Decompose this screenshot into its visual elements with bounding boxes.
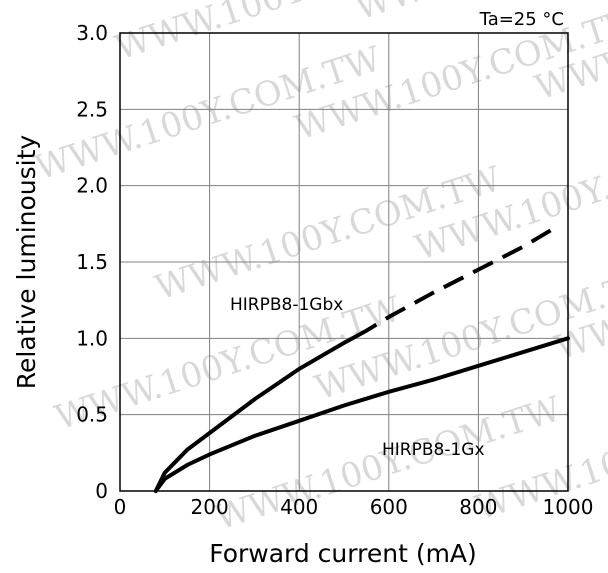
- x-tick-label: 400: [280, 495, 318, 519]
- x-tick-labels: 0 200 400 600 800 1000: [114, 495, 594, 519]
- series-line-hirpb8-1gbx-extrapolated: [356, 223, 561, 338]
- temperature-condition: Ta=25 °C: [479, 9, 564, 30]
- series-line-hirpb8-1gx: [153, 336, 570, 493]
- y-tick-label: 0.5: [76, 403, 108, 427]
- series-line-hirpb8-1gbx: [153, 333, 360, 493]
- y-tick-label: 3.0: [76, 21, 108, 45]
- x-tick-label: 600: [370, 495, 408, 519]
- series-layer: [153, 223, 570, 493]
- plot-frame: [119, 32, 569, 492]
- series-label-hirpb8-1gbx: HIRPB8-1Gbx: [230, 295, 343, 315]
- x-axis-title: Forward current (mA): [209, 539, 477, 568]
- y-tick-label: 2.0: [76, 174, 108, 198]
- y-tick-label: 2.5: [76, 97, 108, 121]
- watermark-layer: WWW.100Y.COM.TWWWW.100Y.COM.TWWWW.100Y.C…: [30, 0, 608, 539]
- y-tick-label: 1.0: [76, 326, 108, 350]
- x-tick-label: 800: [459, 495, 497, 519]
- x-tick-label: 200: [191, 495, 229, 519]
- y-tick-labels: 0 0.5 1.0 1.5 2.0 2.5 3.0: [76, 21, 108, 503]
- x-tick-label: 0: [114, 495, 127, 519]
- y-tick-label: 0: [95, 479, 108, 503]
- x-tick-label: 1000: [543, 495, 594, 519]
- y-axis-title: Relative luminousity: [12, 135, 41, 390]
- y-tick-label: 1.5: [76, 250, 108, 274]
- series-label-hirpb8-1gx: HIRPB8-1Gx: [382, 440, 485, 460]
